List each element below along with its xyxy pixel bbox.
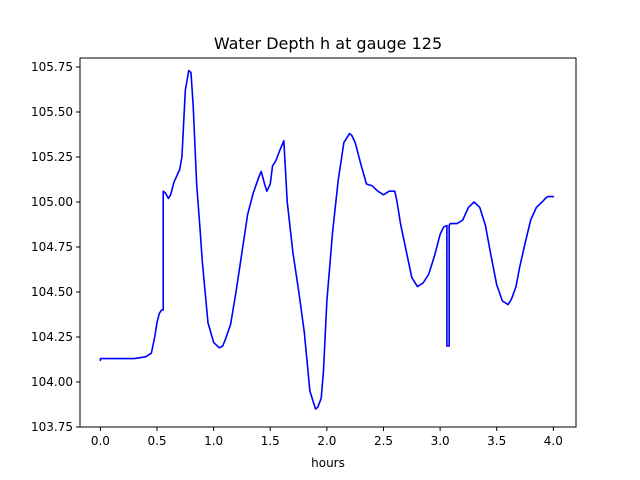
chart-title: Water Depth h at gauge 125 — [214, 34, 442, 53]
y-tick-label: 103.75 — [31, 420, 73, 434]
y-tick-label: 104.50 — [31, 285, 73, 299]
y-tick-label: 104.75 — [31, 240, 73, 254]
y-axis: 103.75 104.00 104.25 104.50 104.75 105.00 105.… — [31, 60, 80, 434]
x-tick-label: 3.5 — [487, 434, 506, 448]
plot-frame — [79, 57, 577, 428]
plot-area — [99, 69, 555, 410]
y-tick-label: 105.25 — [31, 150, 73, 164]
y-tick-label: 104.25 — [31, 330, 73, 344]
y-tick-label: 105.50 — [31, 105, 73, 119]
x-tick-label: 1.5 — [261, 434, 280, 448]
y-tick-label: 104.00 — [31, 375, 73, 389]
x-axis-label: hours — [311, 456, 345, 470]
x-tick-label: 3.0 — [431, 434, 450, 448]
y-tick-label: 105.75 — [31, 60, 73, 74]
series-line-0 — [99, 69, 555, 410]
x-tick-label: 0.5 — [147, 434, 166, 448]
x-tick-label: 0.0 — [91, 434, 110, 448]
x-tick-label: 2.5 — [374, 434, 393, 448]
x-tick-label: 1.0 — [204, 434, 223, 448]
x-tick-label: 4.0 — [544, 434, 563, 448]
y-tick-label: 105.00 — [31, 195, 73, 209]
x-tick-label: 2.0 — [317, 434, 336, 448]
x-axis: 0.0 0.5 1.0 1.5 2.0 2.5 3.0 3.5 4.0 — [91, 427, 563, 448]
